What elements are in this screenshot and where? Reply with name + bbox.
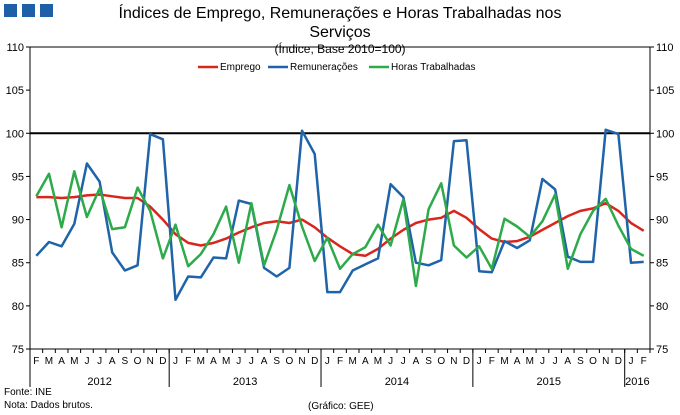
y-tick-label-left: 80 bbox=[12, 301, 24, 313]
month-label: O bbox=[437, 356, 445, 367]
year-label: 2012 bbox=[87, 376, 111, 388]
month-label: M bbox=[500, 356, 508, 367]
plot-frame bbox=[29, 46, 651, 350]
month-label: A bbox=[210, 356, 217, 367]
month-label: O bbox=[134, 356, 142, 367]
footer-source: Fonte: INE bbox=[4, 387, 52, 398]
y-tick-label-left: 75 bbox=[12, 344, 24, 356]
y-tick-label-left: 100 bbox=[6, 128, 24, 140]
logo-square-2 bbox=[22, 4, 35, 17]
month-label: J bbox=[249, 356, 254, 367]
month-label: M bbox=[197, 356, 205, 367]
month-label: M bbox=[526, 356, 534, 367]
legend-label: Horas Trabalhadas bbox=[391, 62, 476, 73]
month-label: D bbox=[311, 356, 318, 367]
y-tick-label-left: 105 bbox=[6, 85, 24, 97]
month-label: J bbox=[401, 356, 406, 367]
month-label: S bbox=[425, 356, 432, 367]
y-tick-label-right: 95 bbox=[656, 171, 668, 183]
month-label: N bbox=[298, 356, 305, 367]
month-label: D bbox=[159, 356, 166, 367]
month-label: D bbox=[615, 356, 622, 367]
logo-square-3 bbox=[40, 4, 53, 17]
y-tick-label-right: 100 bbox=[656, 128, 674, 140]
month-label: O bbox=[285, 356, 293, 367]
month-label: A bbox=[261, 356, 268, 367]
month-label: M bbox=[348, 356, 356, 367]
y-tick-label-left: 110 bbox=[6, 42, 24, 54]
month-label: M bbox=[70, 356, 78, 367]
y-tick-label-right: 85 bbox=[656, 258, 668, 270]
month-label: N bbox=[450, 356, 457, 367]
month-label: J bbox=[477, 356, 482, 367]
footer-credit: (Gráfico: GEE) bbox=[308, 401, 374, 412]
y-tick-label-right: 105 bbox=[656, 85, 674, 97]
month-label: A bbox=[564, 356, 571, 367]
month-label: F bbox=[185, 356, 191, 367]
month-label: S bbox=[577, 356, 584, 367]
footer-note: Nota: Dados brutos. bbox=[4, 400, 93, 411]
month-label: N bbox=[602, 356, 609, 367]
year-label: 2014 bbox=[385, 376, 409, 388]
year-label: 2013 bbox=[233, 376, 257, 388]
y-tick-label-left: 85 bbox=[12, 258, 24, 270]
month-label: F bbox=[337, 356, 343, 367]
month-label: J bbox=[173, 356, 178, 367]
year-label: 2015 bbox=[537, 376, 561, 388]
y-tick-label-right: 80 bbox=[656, 301, 668, 313]
month-label: J bbox=[553, 356, 558, 367]
chart-subtitle: (Índice, Base 2010=100) bbox=[274, 42, 406, 56]
month-label: N bbox=[147, 356, 154, 367]
month-label: F bbox=[641, 356, 647, 367]
series-line-horas-trabalhadas bbox=[35, 170, 645, 288]
month-label: M bbox=[45, 356, 53, 367]
month-label: A bbox=[413, 356, 420, 367]
month-label: A bbox=[362, 356, 369, 367]
y-tick-label-left: 95 bbox=[12, 171, 24, 183]
month-label: D bbox=[463, 356, 470, 367]
month-label: M bbox=[222, 356, 230, 367]
month-label: A bbox=[109, 356, 116, 367]
month-label: A bbox=[58, 356, 65, 367]
month-label: J bbox=[84, 356, 89, 367]
y-tick-label-right: 110 bbox=[656, 42, 674, 54]
legend-label: Remunerações bbox=[290, 62, 358, 73]
month-label: O bbox=[589, 356, 597, 367]
chart-title: Índices de Emprego, Remunerações e Horas… bbox=[118, 5, 562, 41]
month-label: J bbox=[388, 356, 393, 367]
y-tick-label-left: 90 bbox=[12, 215, 24, 227]
month-label: A bbox=[514, 356, 521, 367]
year-label: 2016 bbox=[625, 376, 649, 388]
y-tick-label-right: 75 bbox=[656, 344, 668, 356]
series-line-emprego bbox=[36, 193, 645, 258]
y-tick-label-right: 90 bbox=[656, 215, 668, 227]
month-label: M bbox=[374, 356, 382, 367]
month-label: F bbox=[33, 356, 39, 367]
legend-label: Emprego bbox=[220, 62, 261, 73]
month-label: J bbox=[97, 356, 102, 367]
logo-square-1 bbox=[4, 4, 17, 17]
month-label: S bbox=[273, 356, 280, 367]
month-label: S bbox=[122, 356, 129, 367]
series-line-remunerações bbox=[35, 128, 644, 302]
month-label: J bbox=[236, 356, 241, 367]
month-label: J bbox=[629, 356, 634, 367]
month-label: J bbox=[325, 356, 330, 367]
month-label: F bbox=[489, 356, 495, 367]
month-label: J bbox=[540, 356, 545, 367]
